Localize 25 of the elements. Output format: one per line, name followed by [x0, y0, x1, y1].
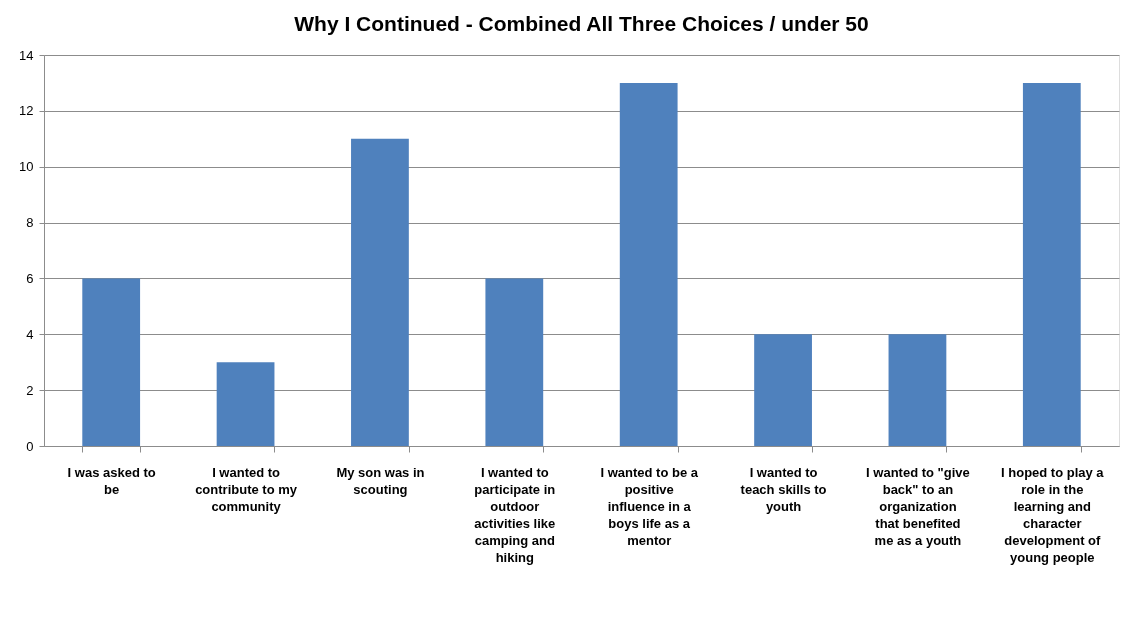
- x-tick-label: My son was in scouting: [336, 464, 425, 497]
- y-tick-label: 4: [26, 326, 34, 342]
- y-tick-label: 0: [26, 438, 34, 454]
- bar: [619, 82, 678, 446]
- y-tick-label: 8: [26, 215, 34, 231]
- x-tick-label: I wanted to be a positive influence in a boys life as a mentor: [600, 464, 699, 548]
- bar: [351, 138, 409, 446]
- y-tick-label: 12: [19, 103, 34, 119]
- y-tick-label: 10: [19, 159, 34, 175]
- y-tick-label: 14: [19, 47, 34, 63]
- bar: [1022, 82, 1081, 446]
- y-tick-label: 2: [26, 382, 34, 398]
- x-tick-label: I hoped to play a role in the learning and character development of young people: [1001, 464, 1105, 565]
- x-tick-label: I wanted to contribute to my community: [195, 464, 298, 514]
- x-tick-label: I was asked to be: [67, 464, 156, 497]
- x-tick-label: I wanted to participate in outdoor activities like camping and hiking: [474, 464, 556, 565]
- bar: [82, 278, 141, 446]
- bar: [754, 334, 812, 446]
- bar: [485, 278, 544, 446]
- chart-title: Why I Continued - Combined All Three Choices / under 50: [294, 12, 869, 35]
- x-tick-label: I wanted to "give back" to an organization that benefited me as a youth: [866, 464, 970, 548]
- x-tick-label: I wanted to teach skills to youth: [740, 464, 827, 514]
- bar: [888, 334, 947, 446]
- y-tick-label: 6: [26, 270, 34, 286]
- bar: [216, 362, 275, 446]
